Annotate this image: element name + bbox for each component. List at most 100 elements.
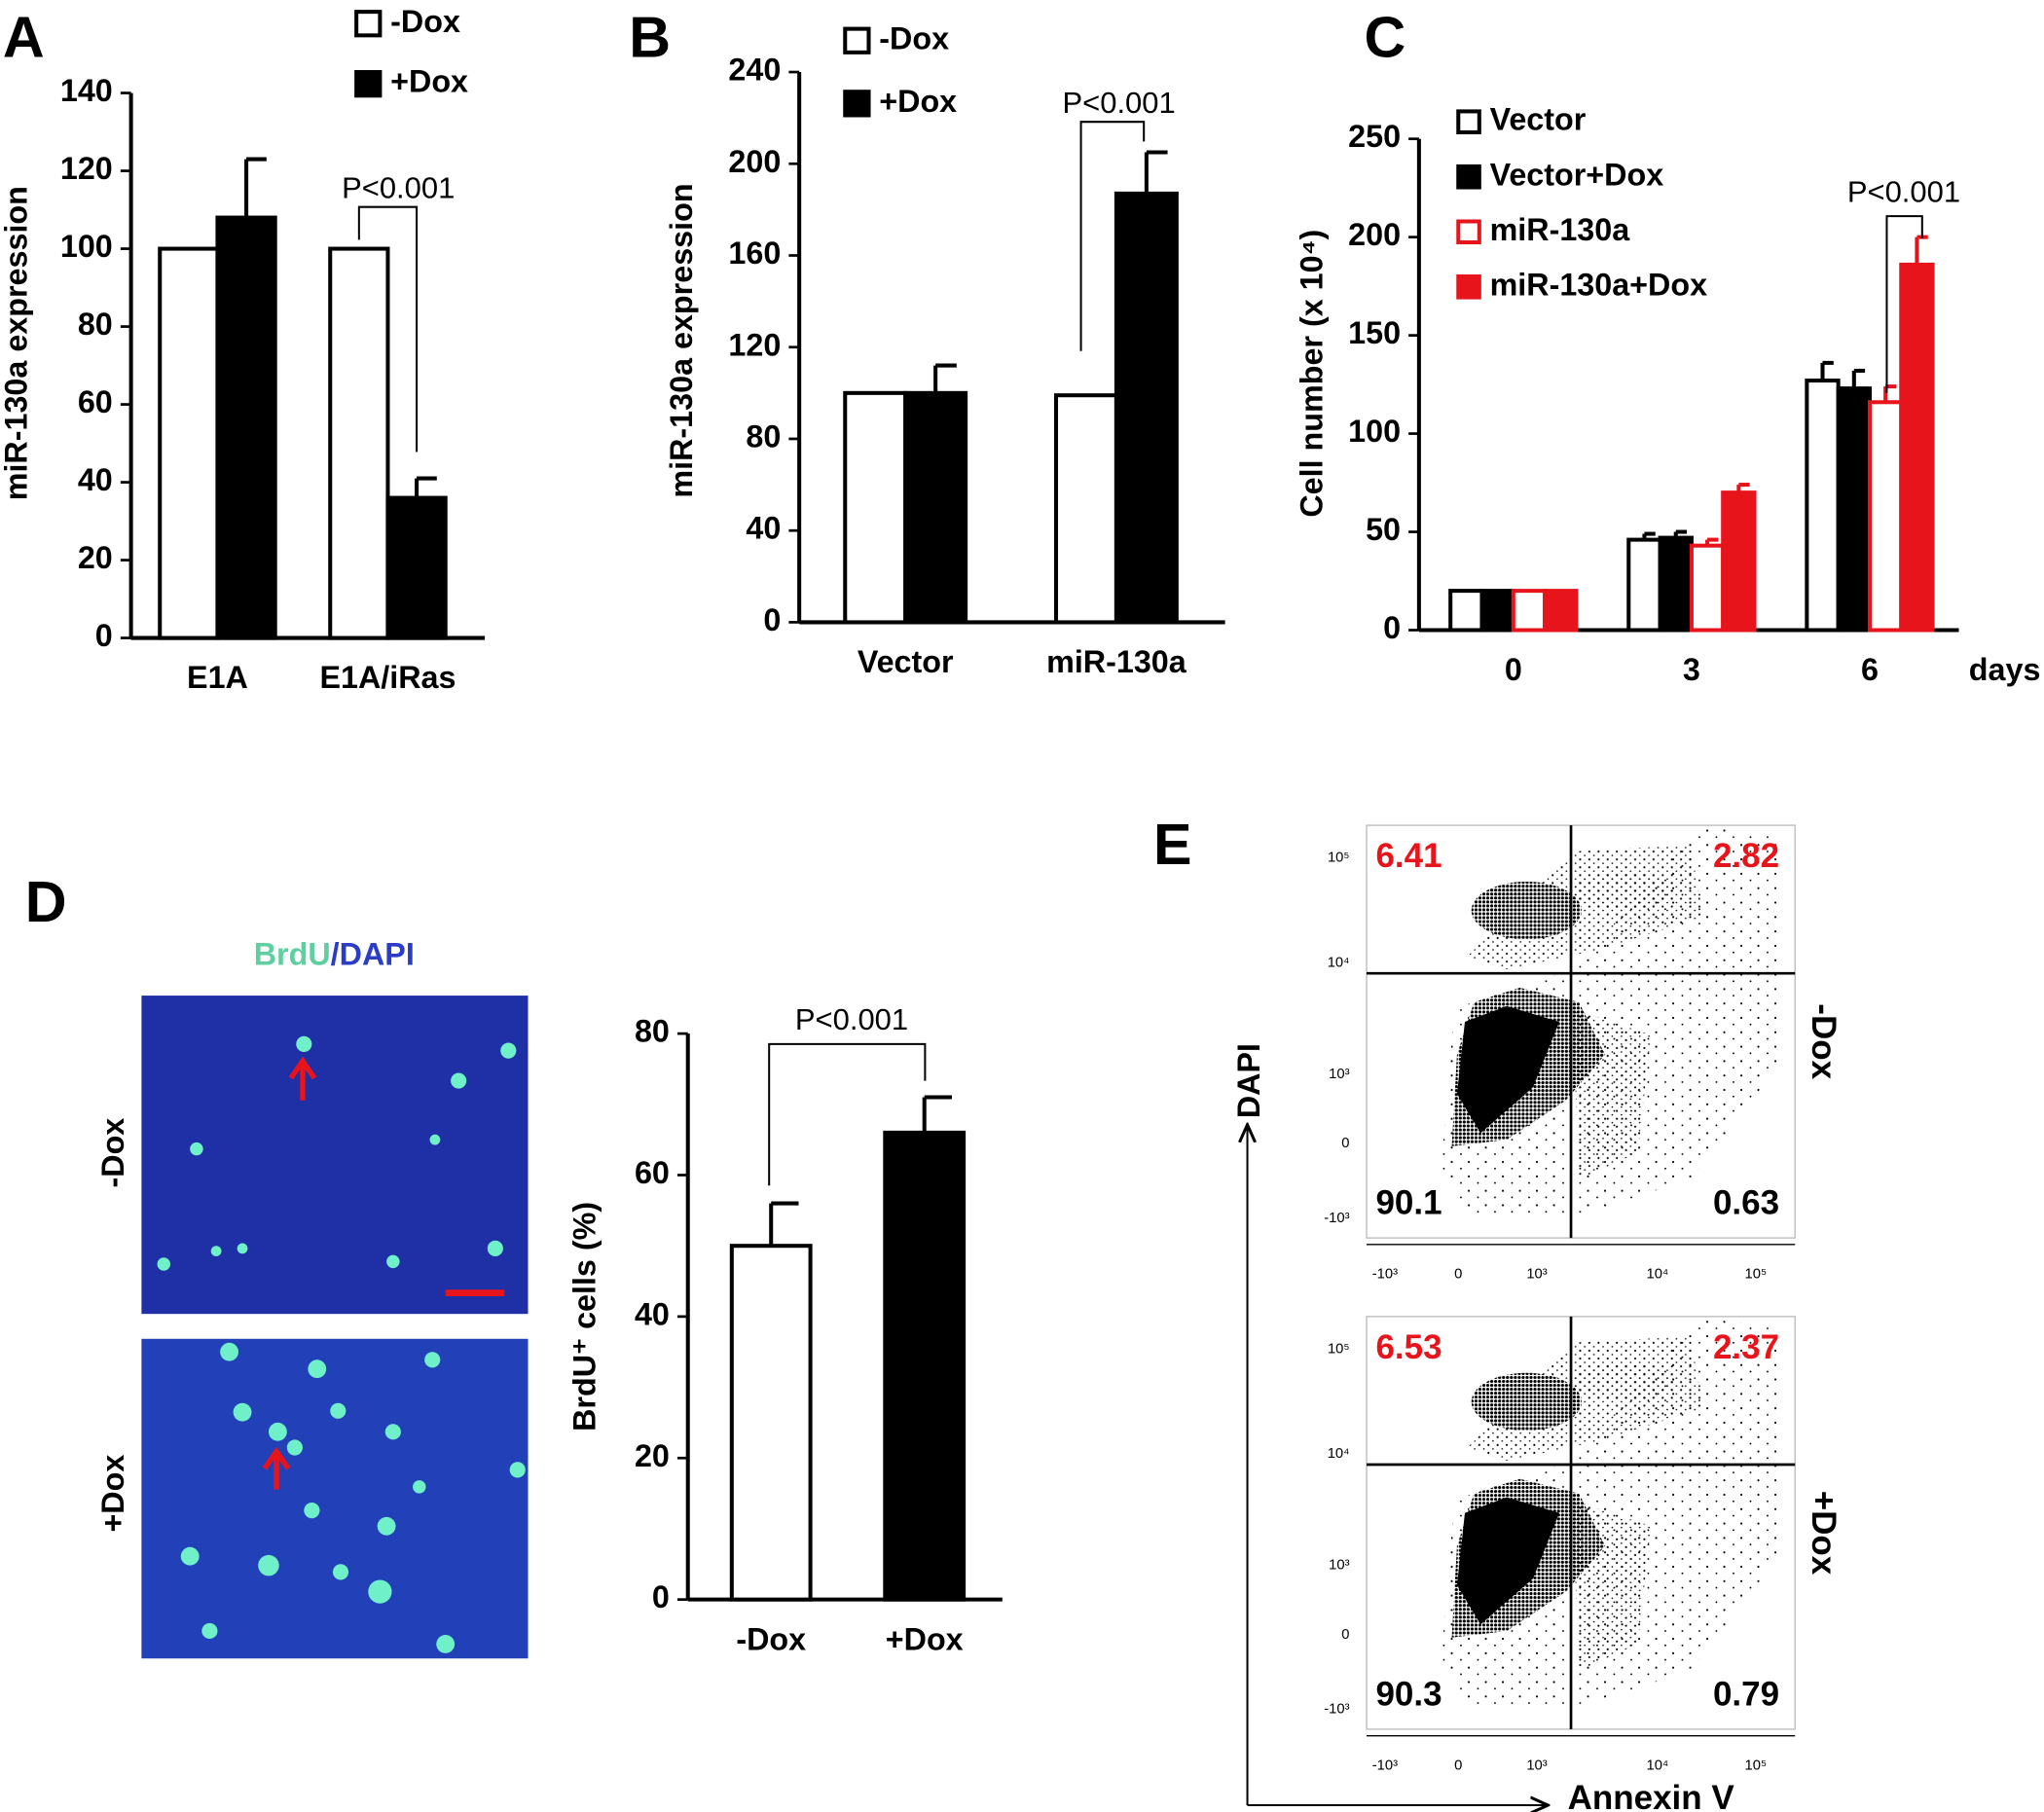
image-title: BrdU/DAPI <box>254 936 415 971</box>
x-tick-label: E1A <box>187 660 248 695</box>
bar <box>729 1244 813 1602</box>
y-tick-label: 0 <box>652 1579 670 1614</box>
y-tick-label: 0 <box>95 618 113 653</box>
condition-label: -Dox <box>1805 1003 1843 1079</box>
error-bar <box>1915 235 1928 265</box>
y-tick-label: 200 <box>728 144 781 179</box>
y-tick-label: 80 <box>78 307 113 342</box>
legend-label: +Dox <box>879 84 957 119</box>
y-axis-label: Cell number (x 10⁴) <box>1295 230 1330 518</box>
panel-label: B <box>629 5 671 70</box>
legend-label: miR-130a+Dox <box>1490 267 1708 302</box>
y-tick-label: 100 <box>1348 414 1401 449</box>
x-tick-label: -10³ <box>1372 1267 1398 1283</box>
legend-swatch <box>843 26 871 54</box>
y-axis-label: DAPI <box>1231 1043 1266 1118</box>
quadrant-value: 2.37 <box>1713 1328 1779 1366</box>
x-tick-label: 6 <box>1861 652 1879 687</box>
significance-bracket <box>768 1042 927 1186</box>
bar <box>1053 393 1118 625</box>
y-tick-label: 150 <box>1348 315 1401 350</box>
y-tick-label: 200 <box>1348 217 1401 252</box>
condition-label: +Dox <box>1805 1491 1843 1576</box>
bar <box>215 215 277 640</box>
y-tick-label: 40 <box>78 462 113 497</box>
x-tick-label: 10⁴ <box>1646 1267 1668 1283</box>
x-tick-label: 10⁵ <box>1745 1758 1768 1774</box>
bar <box>1805 379 1841 633</box>
x-tick-label: 0 <box>1454 1758 1462 1774</box>
error-bar <box>1642 531 1656 540</box>
y-tick-label: 10⁵ <box>1328 1341 1350 1357</box>
bar <box>1658 535 1694 633</box>
bar <box>843 390 908 625</box>
micrograph-bottom <box>141 1338 529 1659</box>
y-tick-label: 0 <box>763 602 781 637</box>
error-bar <box>1144 150 1168 194</box>
bar <box>1448 589 1484 633</box>
y-axis-label: miR-130a expression <box>0 186 33 500</box>
legend-label: +Dox <box>390 64 468 99</box>
significance-bracket <box>1079 121 1146 351</box>
error-bar <box>415 476 437 498</box>
error-bar <box>244 157 267 218</box>
x-tick-label: 10³ <box>1526 1758 1547 1774</box>
x-tick-label: 0 <box>1454 1267 1462 1283</box>
y-tick-label: 10⁵ <box>1328 851 1350 866</box>
y-tick-label: 0 <box>1341 1627 1349 1643</box>
panel-label: D <box>25 869 67 934</box>
y-tick-label: -10³ <box>1324 1702 1349 1718</box>
y-tick-label: 50 <box>1366 512 1401 547</box>
bar <box>1626 537 1662 633</box>
y-tick-label: 120 <box>60 151 113 186</box>
x-tick-label: 10³ <box>1526 1267 1547 1283</box>
bar <box>1721 490 1757 633</box>
y-tick-label: 10³ <box>1329 1067 1349 1082</box>
image-title-part: BrdU <box>254 936 331 971</box>
panel-label: A <box>3 5 45 70</box>
bar <box>1836 386 1872 633</box>
legend-swatch <box>1456 163 1481 190</box>
micrograph-top <box>141 996 529 1315</box>
y-tick-label: 40 <box>635 1296 670 1331</box>
y-tick-label: 60 <box>78 384 113 419</box>
quadrant-value: 90.3 <box>1375 1676 1442 1714</box>
error-bar <box>1736 483 1750 493</box>
y-tick-label: 10³ <box>1329 1558 1349 1574</box>
plot-frame <box>1366 1316 1796 1730</box>
x-axis-label: Annexin V <box>1568 1779 1735 1812</box>
p-value: P<0.001 <box>1063 86 1176 120</box>
quadrant-value: 6.41 <box>1375 837 1442 875</box>
y-axis-label: BrdU⁺ cells (%) <box>567 1202 602 1431</box>
y-tick-label: 20 <box>635 1438 670 1473</box>
quadrant-value: 0.63 <box>1713 1184 1779 1222</box>
y-tick-label: 10⁴ <box>1328 1446 1350 1462</box>
bar <box>158 246 220 640</box>
p-value: P<0.001 <box>1847 174 1960 208</box>
bar <box>903 390 968 625</box>
legend-label: -Dox <box>390 4 460 39</box>
y-tick-label: 240 <box>728 53 781 88</box>
y-tick-label: 40 <box>746 511 781 546</box>
error-bar <box>1851 368 1866 389</box>
legend-label: miR-130a <box>1490 212 1631 247</box>
y-tick-label: 250 <box>1348 119 1401 154</box>
bar <box>1543 589 1579 633</box>
x-tick-label: miR-130a <box>1046 644 1187 679</box>
image-title-part: DAPI <box>340 936 415 971</box>
p-value: P<0.001 <box>795 1002 908 1036</box>
bar <box>1689 543 1726 633</box>
legend-swatch <box>1456 274 1481 300</box>
legend-swatch <box>1456 219 1481 245</box>
p-value: P<0.001 <box>342 170 455 204</box>
y-tick-label: 140 <box>60 73 113 108</box>
image-label: +Dox <box>95 1455 130 1533</box>
panel-label: E <box>1153 812 1192 877</box>
significance-bracket <box>1885 215 1923 393</box>
error-bar <box>769 1201 799 1247</box>
bar <box>385 495 448 640</box>
x-tick-label: 3 <box>1683 652 1700 687</box>
legend-swatch <box>843 90 871 118</box>
